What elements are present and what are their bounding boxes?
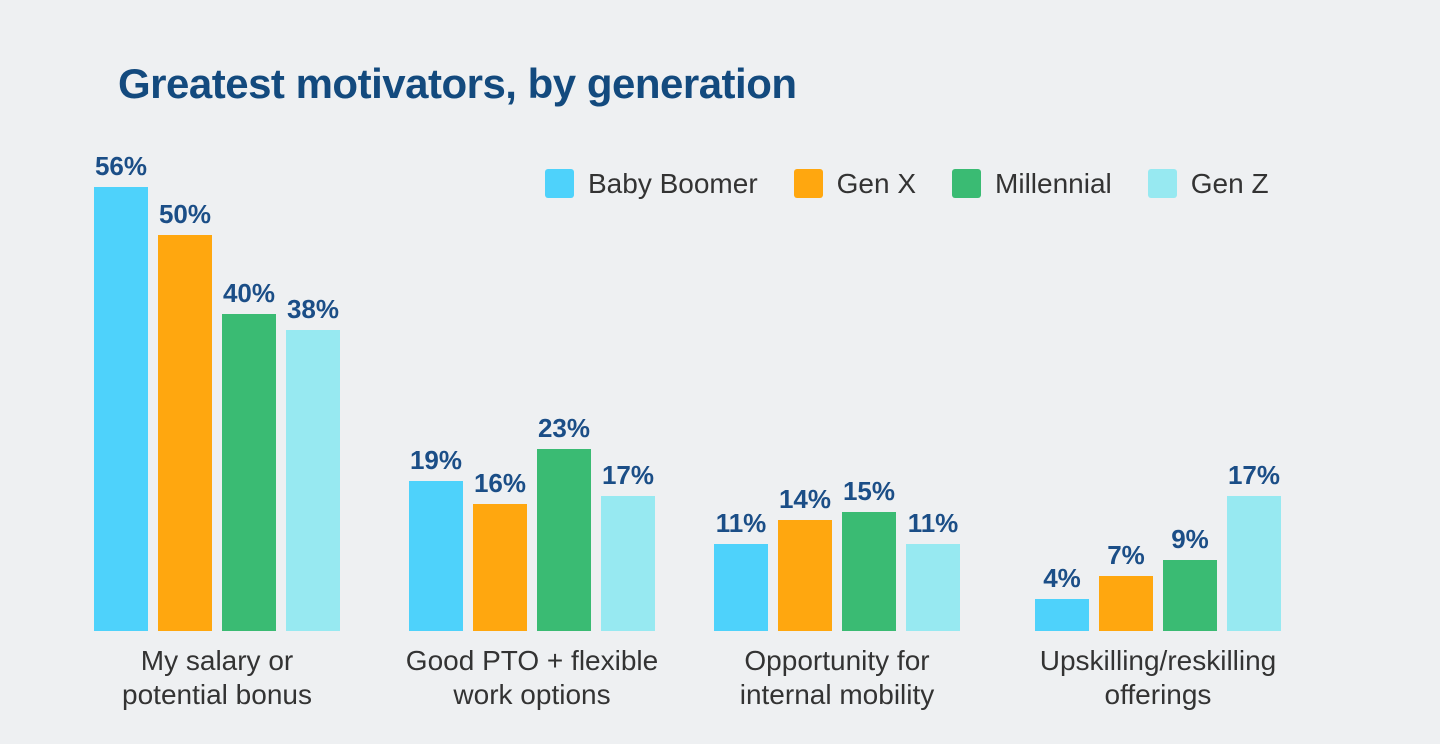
legend-swatch-icon xyxy=(793,169,823,198)
legend-item-millennial: Millennial xyxy=(952,169,1112,198)
bar-group-1: 56% 50% 40% 38% xyxy=(94,151,340,631)
bar-gen-z: 11% xyxy=(906,508,960,631)
bar-value-label: 40% xyxy=(222,278,276,308)
bar-value-label: 4% xyxy=(1043,563,1081,593)
legend-item-gen-x: Gen X xyxy=(793,168,917,199)
bar-millennial: 15% xyxy=(842,476,896,631)
bar-gen-z: 17% xyxy=(601,460,655,631)
bar-millennial: 23% xyxy=(537,413,591,631)
bar-value-label: 17% xyxy=(601,460,655,490)
legend-label: Gen Z xyxy=(1190,168,1269,199)
bar-value-label: 56% xyxy=(94,151,148,181)
legend-item-baby-boomer: Baby Boomer xyxy=(545,169,758,198)
category-label-4: Upskilling/reskilling offerings xyxy=(1039,645,1277,710)
bar-baby-boomer: 19% xyxy=(409,445,463,631)
bar-value-label: 11% xyxy=(907,508,959,538)
bar-value-label: 17% xyxy=(1227,460,1281,490)
bar-value-label: 16% xyxy=(473,468,527,498)
bar-value-label: 19% xyxy=(409,445,463,475)
legend-swatch-icon xyxy=(1147,169,1177,198)
bar-group-4: 4% 7% 9% 17% xyxy=(1035,460,1281,631)
category-label-2: Good PTO + flexible work options xyxy=(405,645,659,710)
bar-gen-z: 17% xyxy=(1227,460,1281,631)
bar-value-label: 50% xyxy=(158,199,212,229)
bar-value-label: 11% xyxy=(715,508,767,538)
legend-swatch-icon xyxy=(545,169,574,198)
bar-value-label: 9% xyxy=(1171,524,1209,554)
bar-value-label: 15% xyxy=(842,476,896,506)
bar-baby-boomer: 4% xyxy=(1035,563,1089,631)
bar-gen-x: 14% xyxy=(778,484,832,631)
bar-group-2: 19% 16% 23% 17% xyxy=(409,413,655,631)
bar-value-label: 14% xyxy=(778,484,832,514)
bar-gen-x: 50% xyxy=(158,199,212,631)
legend-label: Baby Boomer xyxy=(588,168,758,199)
bar-millennial: 9% xyxy=(1163,524,1217,631)
legend-label: Millennial xyxy=(995,168,1112,199)
bar-gen-z: 38% xyxy=(286,294,340,631)
bar-gen-x: 7% xyxy=(1099,540,1153,631)
bar-gen-x: 16% xyxy=(473,468,527,631)
legend-item-gen-z: Gen Z xyxy=(1147,168,1269,199)
legend-swatch-icon xyxy=(952,169,982,198)
bar-group-3: 11% 14% 15% 11% xyxy=(714,476,960,631)
bar-baby-boomer: 11% xyxy=(714,508,768,631)
bar-millennial: 40% xyxy=(222,278,276,631)
bar-value-label: 38% xyxy=(286,294,340,324)
category-label-3: Opportunity for internal mobility xyxy=(739,645,935,710)
legend-label: Gen X xyxy=(836,168,917,199)
bar-value-label: 7% xyxy=(1107,540,1145,570)
bar-value-label: 23% xyxy=(537,413,591,443)
bar-baby-boomer: 56% xyxy=(94,151,148,631)
category-label-1: My salary or potential bonus xyxy=(122,645,312,710)
chart-title: Greatest motivators, by generation xyxy=(118,60,797,107)
legend: Baby Boomer Gen X Millennial Gen Z xyxy=(545,169,1269,198)
